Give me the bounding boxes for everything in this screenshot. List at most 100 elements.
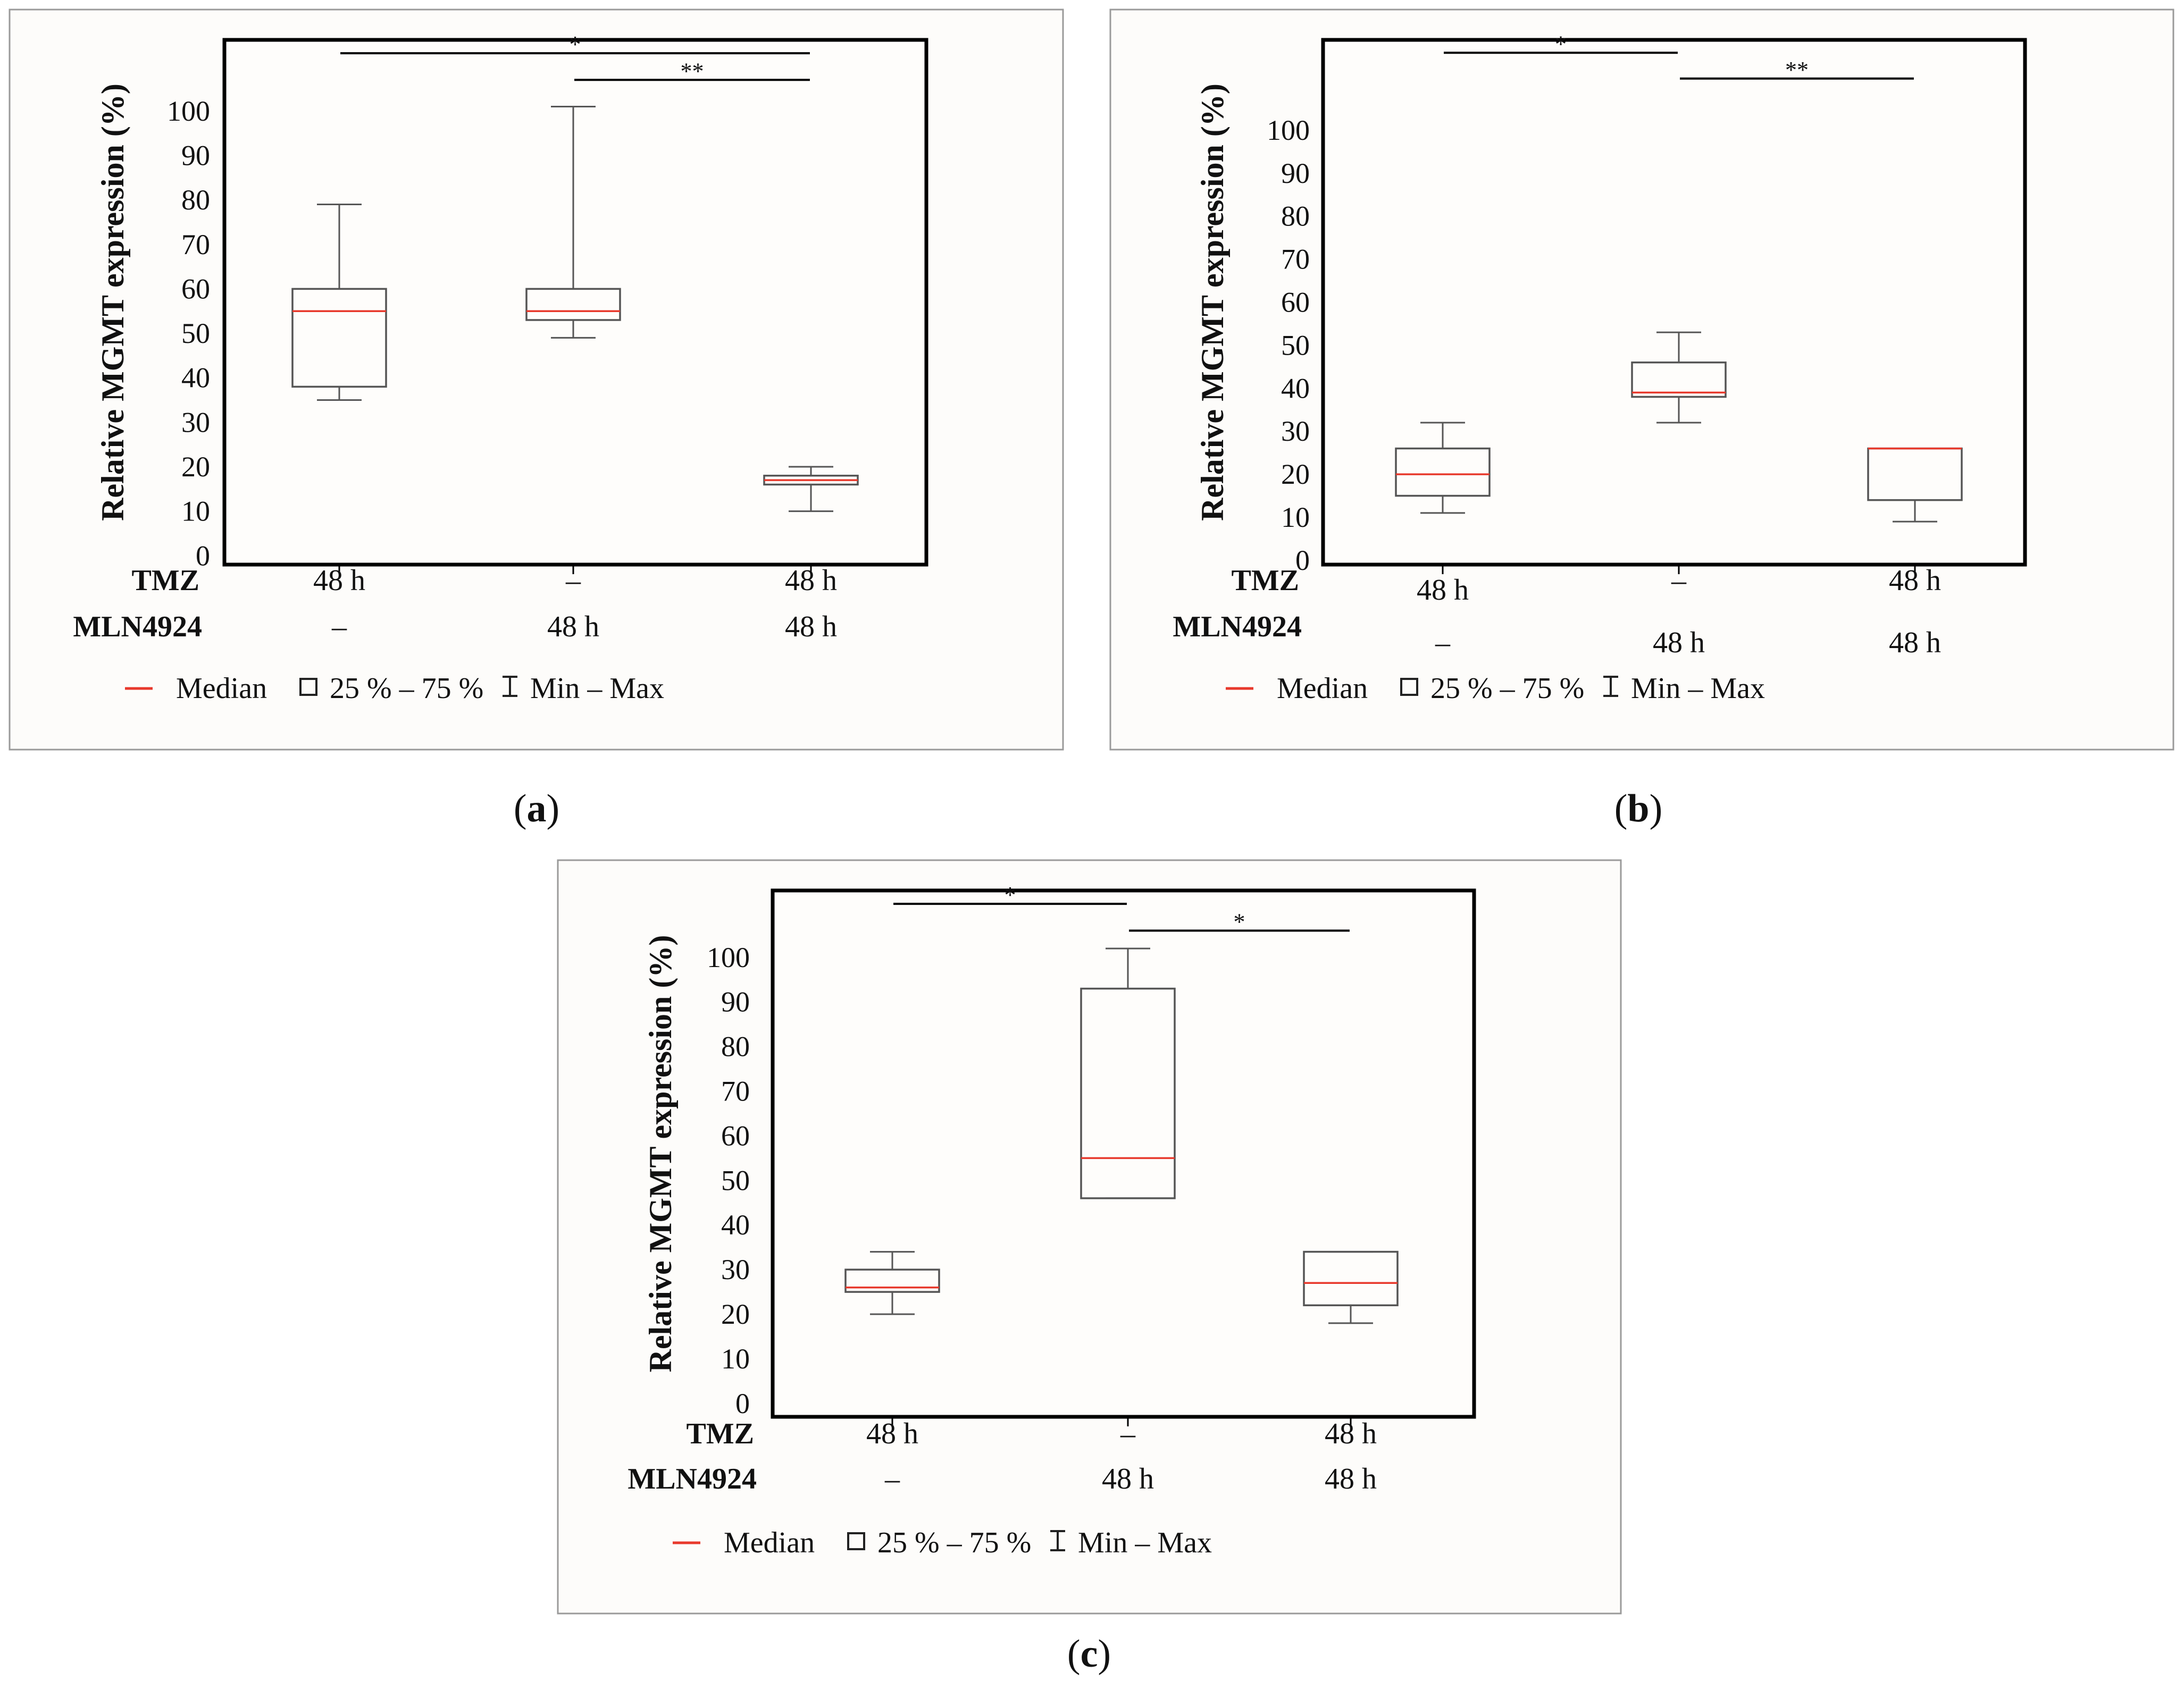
significance-label: * (570, 31, 581, 57)
mln4924-condition-label: – (331, 610, 347, 643)
tmz-condition-label: 48 h (866, 1417, 918, 1450)
y-tick-label: 20 (181, 451, 210, 483)
y-tick-label: 90 (721, 986, 750, 1018)
significance-label: * (1555, 31, 1567, 57)
y-tick-label: 100 (1267, 114, 1310, 146)
y-tick-label: 60 (1281, 287, 1310, 318)
iqr-box (291, 288, 387, 388)
row-label-mln4924: MLN4924 (1173, 610, 1302, 643)
box-group-1 (1395, 422, 1491, 514)
y-tick-label: 80 (1281, 200, 1310, 232)
y-tick-label: 70 (181, 229, 210, 261)
caption-letter: b (1627, 787, 1649, 830)
y-tick-label: 50 (721, 1164, 750, 1196)
tmz-condition-label: 48 h (1325, 1417, 1377, 1450)
y-tick-label: 40 (721, 1209, 750, 1241)
legend-box-label: 25 % – 75 % (1430, 672, 1584, 705)
mln4924-condition-label: 48 h (1653, 626, 1705, 659)
mln4924-condition-label: – (1435, 626, 1451, 659)
y-tick-label: 20 (721, 1298, 750, 1330)
row-label-tmz: TMZ (686, 1417, 754, 1450)
box-group-1 (291, 203, 387, 401)
box-group-3 (763, 466, 859, 512)
tmz-condition-label: 48 h (1417, 574, 1469, 607)
y-tick-label: 60 (721, 1120, 750, 1152)
y-tick-label: 100 (167, 95, 210, 127)
row-label-mln4924: MLN4924 (73, 610, 202, 643)
significance-label: ** (1785, 57, 1809, 83)
y-tick-label: 70 (1281, 243, 1310, 275)
legend-box-label: 25 % – 75 % (330, 672, 483, 705)
caption-open-paren: ( (1067, 1632, 1081, 1676)
y-tick-label: 70 (721, 1075, 750, 1107)
mln4924-condition-label: 48 h (1889, 626, 1941, 659)
y-tick-label: 100 (707, 942, 750, 973)
y-tick-label: 30 (721, 1254, 750, 1285)
y-tick-label: 0 (735, 1388, 750, 1419)
y-tick-label: 50 (1281, 329, 1310, 361)
panel-caption: (a) (514, 787, 559, 830)
y-tick-label: 30 (1281, 415, 1310, 447)
iqr-box (1631, 362, 1727, 398)
legend-median-label: Median (724, 1526, 815, 1559)
caption-letter: a (527, 787, 547, 830)
iqr-box (844, 1268, 940, 1293)
y-axis-label: Relative MGMT expression (%) (643, 935, 678, 1373)
caption-open-paren: ( (514, 787, 527, 830)
y-tick-label: 10 (721, 1343, 750, 1375)
y-tick-label: 80 (181, 184, 210, 216)
box-group-2 (1631, 331, 1727, 424)
y-tick-label: 50 (181, 317, 210, 349)
tmz-condition-label: 48 h (313, 564, 365, 597)
legend-median-label: Median (1277, 672, 1368, 705)
box-group-3 (1303, 1250, 1399, 1324)
y-tick-label: 10 (1281, 501, 1310, 533)
panel-a: 0 10 20 30 40 50 60 70 80 90 100 Relative MGMT expr… (9, 9, 1064, 830)
box-group-3 (1867, 447, 1963, 523)
caption-close-paren: ) (1650, 787, 1663, 830)
box-group-2 (525, 105, 621, 339)
y-tick-label: 90 (1281, 157, 1310, 189)
y-axis-label: Relative MGMT expression (%) (1195, 83, 1230, 521)
y-tick-label: 20 (1281, 458, 1310, 490)
y-tick-label: 90 (181, 139, 210, 171)
plot-frame (222, 38, 928, 567)
y-axis-label: Relative MGMT expression (%) (95, 83, 130, 521)
y-tick-label: 60 (181, 273, 210, 305)
significance-label: * (1234, 909, 1245, 935)
tmz-condition-label: – (1671, 564, 1687, 597)
y-tick-label: 10 (181, 495, 210, 527)
caption-close-paren: ) (1098, 1632, 1111, 1676)
y-tick-label: 40 (1281, 372, 1310, 404)
tmz-condition-label: – (1120, 1417, 1136, 1450)
y-tick-label: 0 (1295, 544, 1310, 576)
box-group-1 (844, 1251, 940, 1315)
y-tick-label: 0 (196, 540, 210, 572)
panel-caption: (c) (1067, 1632, 1111, 1676)
iqr-box (1080, 987, 1176, 1199)
plot-frame (771, 888, 1476, 1419)
legend-box-label: 25 % – 75 % (877, 1526, 1031, 1559)
legend-whisker-label: Min – Max (1078, 1526, 1212, 1559)
mln4924-condition-label: 48 h (785, 610, 837, 643)
legend-whisker-label: Min – Max (1631, 672, 1765, 705)
significance-label: * (1005, 882, 1016, 908)
panel-c: 0 10 20 30 40 50 60 70 80 90 100 Relative MGMT expr… (557, 859, 1622, 1676)
iqr-box (1303, 1250, 1399, 1307)
tmz-condition-label: 48 h (1889, 564, 1941, 597)
legend-median-label: Median (176, 672, 267, 705)
panel-caption: (b) (1614, 787, 1662, 830)
iqr-box (525, 288, 621, 321)
legend-box-swatch (847, 1532, 865, 1550)
panel-b: 0 10 20 30 40 50 60 70 80 90 100 Relative MGMT expr… (1109, 9, 2174, 830)
row-label-mln4924: MLN4924 (627, 1463, 757, 1495)
box-group-2 (1080, 947, 1176, 1199)
y-tick-label: 40 (181, 362, 210, 394)
legend-box-swatch (1400, 678, 1418, 696)
plot-frame (1321, 38, 2027, 567)
significance-label: ** (681, 58, 704, 84)
legend-whisker-label: Min – Max (530, 672, 664, 705)
mln4924-condition-label: 48 h (547, 610, 599, 643)
iqr-box (1395, 447, 1491, 497)
